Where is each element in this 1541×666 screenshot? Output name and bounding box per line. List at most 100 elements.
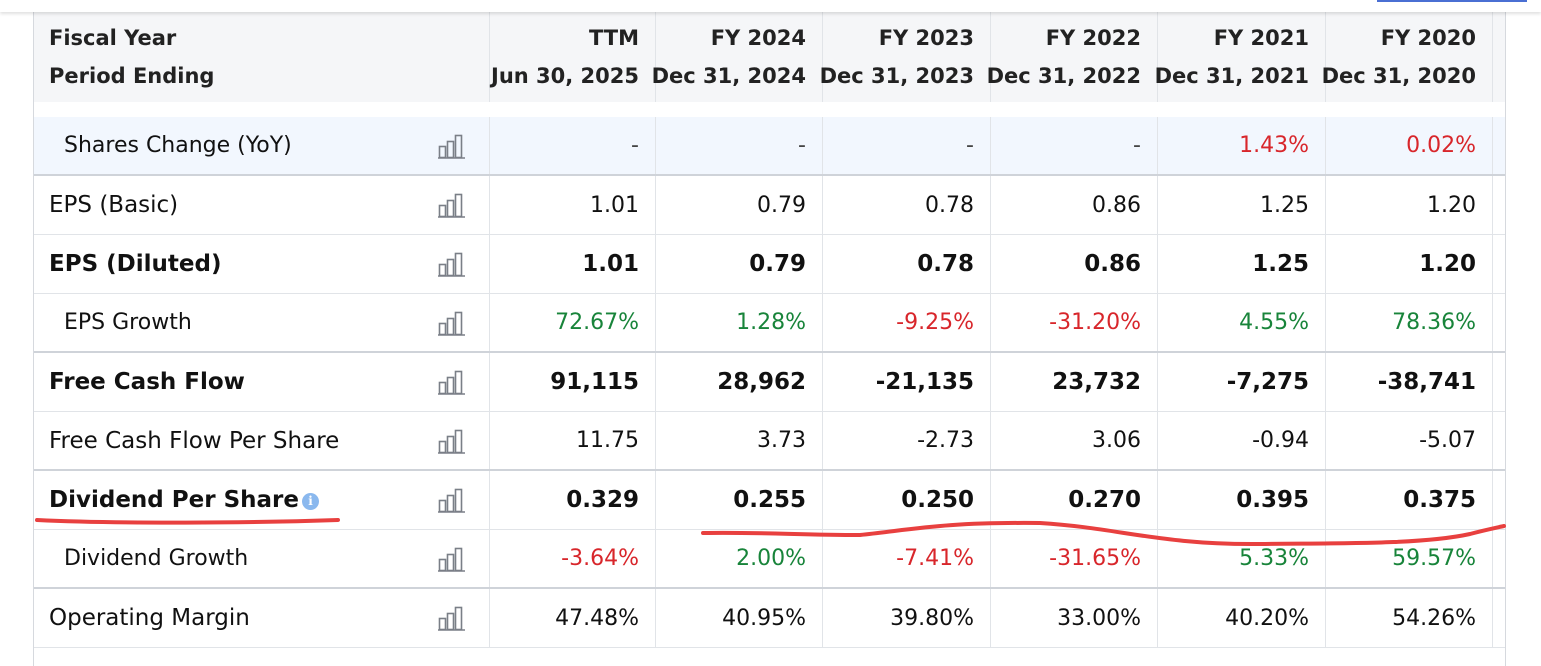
cell-value: 1.43% (1239, 133, 1309, 158)
cell-value: 40.95% (722, 605, 806, 631)
row-label-cell: EPS (Basic) (34, 176, 490, 234)
table-cell: 1.20 (1326, 235, 1493, 293)
table-cell: 1.28% (656, 294, 823, 351)
table-row-free-cash-flow-per-share: Free Cash Flow Per Share 11.75 3.73 -2.73 3.… (34, 412, 1505, 471)
table-cell: 0.86 (991, 235, 1158, 293)
cell-value: 0.78 (917, 251, 974, 277)
row-label-text: EPS Growth (64, 310, 192, 335)
col-date: Dec 31, 2024 (651, 64, 806, 88)
table-cell: 91,115 (490, 353, 656, 411)
top-accent-line (1377, 0, 1527, 2)
table-cell: 0.255 (656, 471, 823, 529)
table-cell: 47.48% (490, 589, 656, 647)
cell-value: 2.00% (736, 546, 806, 571)
bar-chart-icon[interactable] (438, 605, 466, 631)
table-cell: 40.20% (1158, 589, 1326, 647)
info-icon[interactable]: i (301, 493, 319, 510)
row-label: Free Cash Flow (49, 353, 245, 411)
period-ending-label: Period Ending (49, 64, 215, 88)
cell-value: 0.78 (925, 192, 974, 218)
bar-chart-icon[interactable] (438, 487, 466, 513)
cell-value: 1.01 (590, 192, 639, 218)
table-cell: 0.78 (823, 176, 991, 234)
cell-value: -2.73 (917, 428, 974, 453)
row-label-text: Dividend Per Share (49, 487, 299, 513)
table-cell: 0.375 (1326, 471, 1493, 529)
cell-value: 39.80% (890, 605, 974, 631)
table-cell: -0.94 (1158, 412, 1326, 469)
row-label-text: EPS (Diluted) (49, 251, 222, 277)
table-cell: 0.329 (490, 471, 656, 529)
header-col-ttm[interactable]: TTM Jun 30, 2025 (490, 12, 656, 102)
table-cell: 0.250 (823, 471, 991, 529)
table-cell: -31.20% (991, 294, 1158, 351)
col-period: FY 2023 (878, 26, 974, 50)
table-cell: 3.73 (656, 412, 823, 469)
row-label: Dividend Growth (64, 530, 248, 587)
col-period: FY 2022 (1045, 26, 1141, 50)
table-cell: -38,741 (1326, 353, 1493, 411)
table-row-shares-change-yoy: Shares Change (YoY) - - - - 1.43% 0.02% (34, 117, 1505, 176)
bar-chart-icon[interactable] (438, 310, 466, 336)
table-cell: 5.33% (1158, 530, 1326, 587)
bar-chart-icon[interactable] (438, 428, 466, 454)
table-cell: 59.57% (1326, 530, 1493, 587)
table-row-operating-margin: Operating Margin 47.48% 40.95% 39.80% 33.00%… (34, 589, 1505, 648)
cell-value: - (1133, 133, 1141, 158)
row-label: Free Cash Flow Per Share (49, 412, 339, 469)
header-col-fy2021[interactable]: FY 2021 Dec 31, 2021 (1155, 12, 1326, 102)
table-cell: -9.25% (823, 294, 991, 351)
row-label-cell: EPS Growth (34, 294, 490, 351)
table-cell: 23,732 (991, 353, 1158, 411)
col-date: Dec 31, 2023 (819, 64, 974, 88)
table-cell: - (823, 117, 991, 174)
table-cell: -3.64% (490, 530, 656, 587)
cell-value: 0.250 (901, 487, 974, 513)
header-col-fy2023[interactable]: FY 2023 Dec 31, 2023 (819, 12, 991, 102)
header-separator (34, 102, 1505, 118)
cell-value: 1.28% (736, 310, 806, 335)
table-cell: 1.25 (1158, 176, 1326, 234)
col-date: Jun 30, 2025 (491, 64, 639, 88)
bar-chart-icon[interactable] (438, 251, 466, 277)
cell-value: -7.41% (896, 546, 974, 571)
col-date: Dec 31, 2020 (1321, 64, 1476, 88)
cell-value: 11.75 (576, 428, 639, 453)
cell-value: 0.270 (1068, 487, 1141, 513)
cell-value: 0.79 (749, 251, 806, 277)
cell-value: - (631, 133, 639, 158)
col-date: Dec 31, 2022 (986, 64, 1141, 88)
row-label-cell: Dividend Growth (34, 530, 490, 587)
table-cell: -7.41% (823, 530, 991, 587)
table-cell: 0.395 (1158, 471, 1326, 529)
row-label-text: Shares Change (YoY) (64, 133, 292, 158)
cell-value: 47.48% (555, 605, 639, 631)
table-cell: 11.75 (490, 412, 656, 469)
bar-chart-icon[interactable] (438, 192, 466, 218)
col-period: FY 2021 (1213, 26, 1309, 50)
header-col-fy2024[interactable]: FY 2024 Dec 31, 2024 (652, 12, 823, 102)
row-label-cell: Operating Margin (34, 589, 490, 647)
cell-value: 0.86 (1092, 192, 1141, 218)
table-cell: 33.00% (991, 589, 1158, 647)
cell-value: 33.00% (1057, 605, 1141, 631)
header-col-fy2020[interactable]: FY 2020 Dec 31, 2020 (1322, 12, 1493, 102)
cell-value: 28,962 (717, 369, 806, 395)
header-col-fy2022[interactable]: FY 2022 Dec 31, 2022 (987, 12, 1158, 102)
bar-chart-icon[interactable] (438, 133, 466, 159)
cell-value: 0.395 (1236, 487, 1309, 513)
cell-value: 78.36% (1392, 310, 1476, 335)
bar-chart-icon[interactable] (438, 546, 466, 572)
row-label-text: EPS (Basic) (49, 192, 179, 218)
cell-value: -0.94 (1252, 428, 1309, 453)
row-label: Operating Margin (49, 589, 250, 647)
bar-chart-icon[interactable] (438, 369, 466, 395)
cell-value: 0.02% (1406, 133, 1476, 158)
row-label-cell: Shares Change (YoY) (34, 117, 490, 174)
table-cell: -7,275 (1158, 353, 1326, 411)
table-cell: 72.67% (490, 294, 656, 351)
cell-value: - (966, 133, 974, 158)
table-cell: - (490, 117, 656, 174)
cell-value: 5.33% (1239, 546, 1309, 571)
